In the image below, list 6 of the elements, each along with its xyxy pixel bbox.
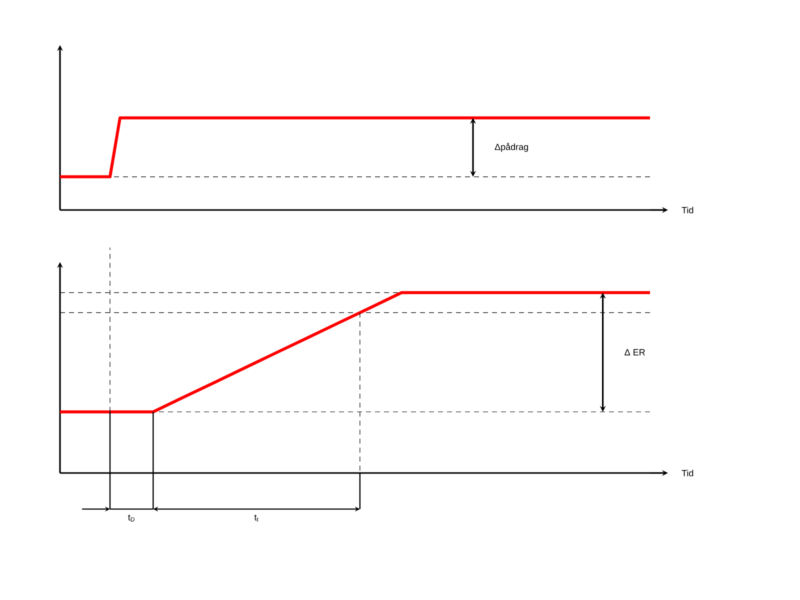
x-axis-title: Tid <box>682 470 694 476</box>
annotation: Δ ER <box>624 349 645 356</box>
x-axis-title: Tid <box>682 206 694 214</box>
annotation: Δpådrag <box>494 142 528 152</box>
text: t$_{t}$ <box>254 514 258 522</box>
text: t$_{D}$ <box>128 514 134 522</box>
